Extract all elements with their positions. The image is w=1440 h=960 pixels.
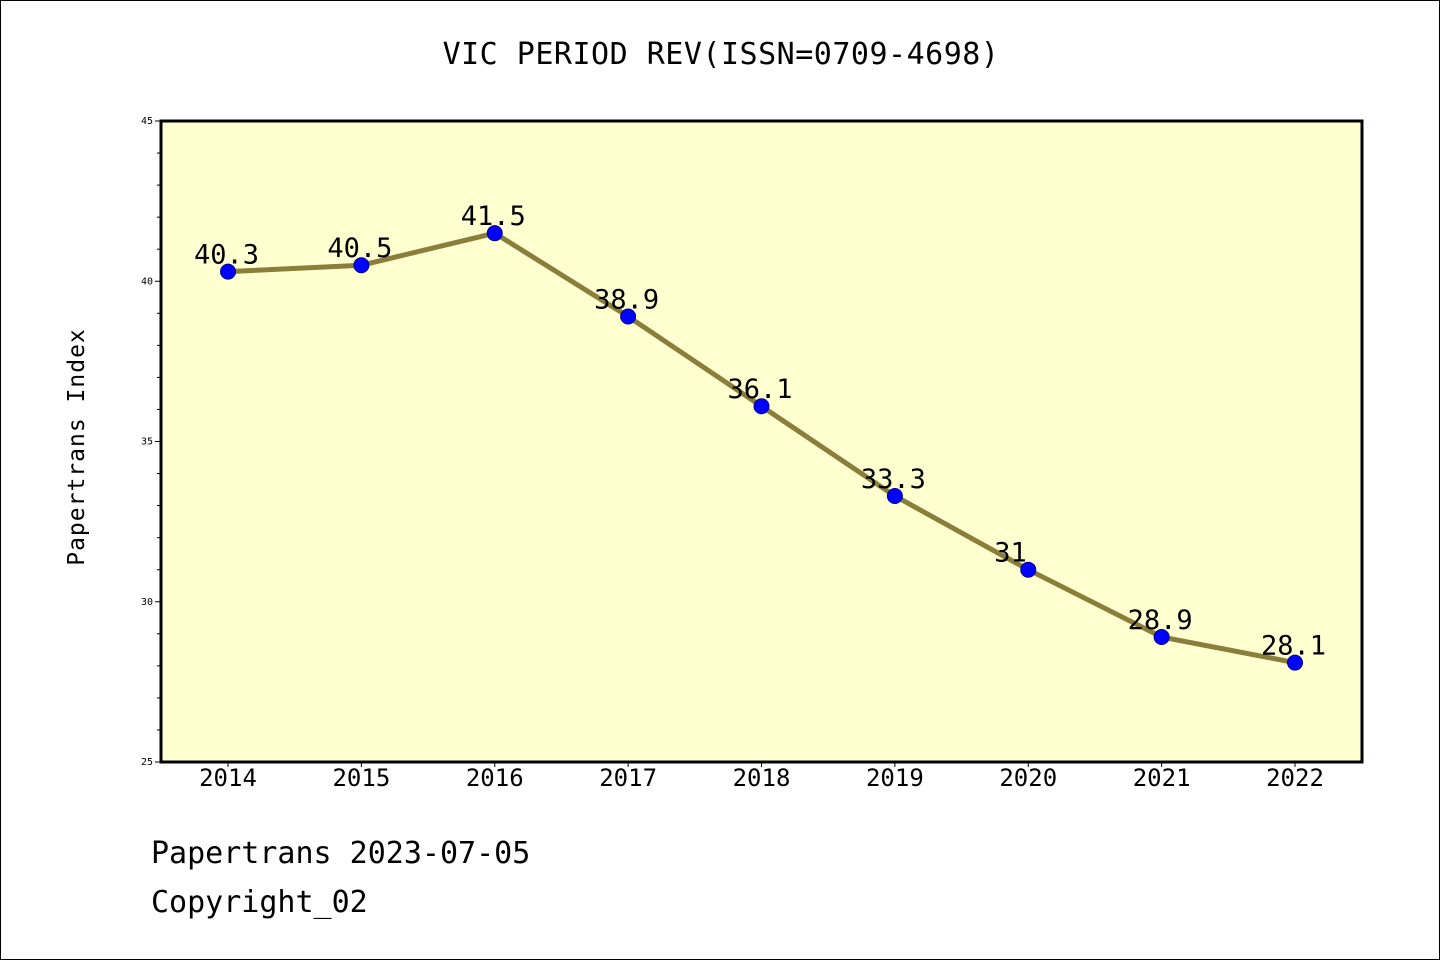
footer-date: Papertrans 2023-07-05: [151, 836, 531, 871]
y-tick-label: 25: [141, 757, 153, 768]
data-label: 40.3: [194, 240, 259, 271]
x-tick-label: 2017: [599, 764, 657, 792]
data-point: [620, 308, 637, 325]
data-point: [486, 225, 503, 242]
data-label: 33.3: [861, 464, 926, 495]
x-tick-label: 2016: [466, 764, 524, 792]
x-tick-label: 2021: [1133, 764, 1191, 792]
x-tick-label: 2014: [199, 764, 257, 792]
data-point: [1153, 629, 1170, 646]
x-tick-label: 2019: [866, 764, 924, 792]
data-label: 28.9: [1128, 605, 1193, 636]
y-axis: 25 30 35 40 45: [141, 116, 161, 768]
data-point: [353, 257, 370, 274]
y-tick-label: 30: [141, 597, 153, 608]
footer-copyright: Copyright_02: [151, 885, 368, 920]
plot-frame: [159, 119, 1364, 764]
data-labels: 40.3 40.5 41.5 38.9 36.1 33.3 31 28.9 28.1: [194, 201, 1326, 661]
y-tick-label: 35: [141, 437, 153, 448]
x-axis: 2014 2015 2016 2017 2018 2019 2020 2021 2022: [199, 762, 1324, 792]
data-point: [1287, 654, 1303, 671]
data-point: [1020, 561, 1037, 578]
plot-area: [161, 121, 1362, 762]
chart-title: VIC PERIOD REV(ISSN=0709-4698): [442, 37, 1000, 72]
data-label: 38.9: [594, 285, 659, 316]
y-tick-label: 40: [141, 276, 153, 287]
data-label: 36.1: [728, 374, 793, 405]
data-point: [220, 263, 236, 280]
series-markers: [220, 225, 1303, 671]
y-tick-label: 45: [141, 116, 153, 127]
data-label: 28.1: [1261, 631, 1326, 662]
data-point: [753, 398, 770, 415]
data-label: 31: [994, 538, 1027, 569]
data-point: [886, 487, 903, 504]
x-tick-label: 2022: [1266, 764, 1324, 792]
x-tick-label: 2018: [733, 764, 791, 792]
data-label: 41.5: [461, 201, 526, 232]
x-tick-label: 2015: [332, 764, 390, 792]
data-label: 40.5: [327, 233, 392, 264]
x-tick-label: 2020: [999, 764, 1057, 792]
